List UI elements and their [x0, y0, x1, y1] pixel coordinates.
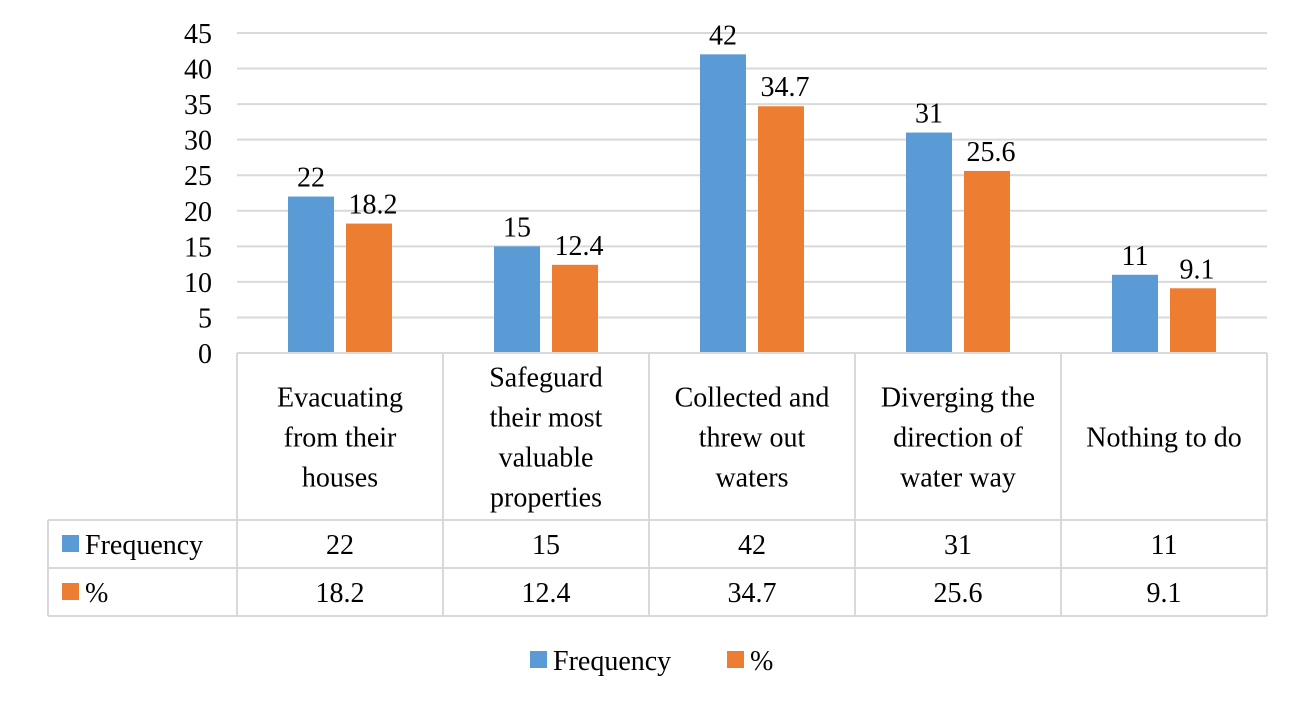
- category-label: Nothing to do: [1086, 423, 1242, 454]
- category-label: threw out: [699, 423, 806, 454]
- bar: [1170, 288, 1216, 353]
- bar: [346, 223, 392, 353]
- legend-key: [62, 535, 79, 552]
- legend-key: [62, 583, 79, 600]
- y-tick-label: 5: [198, 303, 212, 334]
- table-cell: 12.4: [522, 578, 571, 609]
- data-label: 12.4: [555, 231, 604, 262]
- bar: [494, 246, 540, 353]
- y-tick-label: 20: [184, 197, 212, 228]
- data-label: 22: [297, 163, 325, 194]
- data-table: Evacuating from their houses Safeguard their…: [47, 352, 1268, 617]
- table-cell: 22: [326, 530, 354, 561]
- table-series-name: %: [85, 578, 108, 609]
- legend-swatch: [727, 651, 744, 668]
- bar: [906, 132, 952, 353]
- category-label: Evacuating: [277, 383, 403, 414]
- category-label: direction of: [893, 423, 1024, 454]
- bar: [1112, 274, 1158, 353]
- y-tick-label: 10: [184, 268, 212, 299]
- y-tick-label: 45: [184, 19, 212, 50]
- data-label: 34.7: [761, 72, 810, 103]
- bars: [288, 54, 1216, 353]
- table-cell: 11: [1151, 530, 1178, 561]
- y-tick-label: 35: [184, 90, 212, 121]
- table-cell: 42: [738, 530, 766, 561]
- table-cell: 9.1: [1147, 578, 1182, 609]
- legend-label: %: [750, 646, 773, 677]
- y-tick-label: 15: [184, 232, 212, 263]
- bar: [288, 196, 334, 353]
- category-label: waters: [715, 463, 788, 494]
- y-tick-label: 40: [184, 55, 212, 86]
- category-label: Collected and: [675, 383, 830, 414]
- category-label: water way: [900, 463, 1016, 494]
- legend: Frequency%: [530, 646, 773, 677]
- gridlines: [237, 32, 1267, 354]
- legend-swatch: [530, 651, 547, 668]
- category-label: properties: [490, 483, 602, 514]
- bar: [758, 106, 804, 353]
- table-cell: 34.7: [728, 578, 777, 609]
- data-label: 15: [503, 212, 531, 243]
- y-tick-label: 30: [184, 126, 212, 157]
- bar: [964, 170, 1010, 353]
- table-cell: 15: [532, 530, 560, 561]
- data-label: 11: [1122, 241, 1149, 272]
- bar: [700, 54, 746, 353]
- data-labels: 22 15 42 31 11 18.2 12.4 34.7 25.6 9.1: [297, 20, 1215, 285]
- category-label: valuable: [499, 443, 594, 474]
- table-cell: 18.2: [316, 578, 365, 609]
- category-label: from their: [284, 423, 397, 454]
- data-label: 31: [915, 99, 943, 130]
- category-label: Safeguard: [489, 363, 603, 394]
- table-cell: 31: [944, 530, 972, 561]
- category-label: their most: [490, 403, 603, 434]
- data-label: 9.1: [1180, 254, 1215, 285]
- bar: [552, 264, 598, 353]
- data-label: 25.6: [967, 137, 1016, 168]
- y-axis: 0 5 10 15 20 25 30 35 40 45: [184, 19, 212, 370]
- y-tick-label: 0: [198, 339, 212, 370]
- legend-label: Frequency: [553, 646, 671, 677]
- y-tick-label: 25: [184, 161, 212, 192]
- data-label: 18.2: [349, 190, 398, 221]
- table-series-name: Frequency: [85, 530, 203, 561]
- data-label: 42: [709, 20, 737, 51]
- category-label: houses: [302, 463, 378, 494]
- table-cell: 25.6: [934, 578, 983, 609]
- category-label: Diverging the: [881, 383, 1035, 414]
